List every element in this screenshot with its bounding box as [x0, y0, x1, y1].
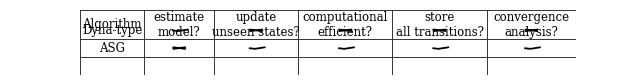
Text: Dyna-type: Dyna-type — [82, 24, 143, 37]
Text: store
all transitions?: store all transitions? — [396, 11, 484, 39]
Text: ASG: ASG — [99, 42, 125, 55]
Text: Algorithm: Algorithm — [83, 18, 142, 31]
Text: update
unseen states?: update unseen states? — [212, 11, 300, 39]
Text: estimate
model?: estimate model? — [154, 11, 205, 39]
Text: convergence
analysis?: convergence analysis? — [493, 11, 570, 39]
Text: computational
efficient?: computational efficient? — [303, 11, 388, 39]
